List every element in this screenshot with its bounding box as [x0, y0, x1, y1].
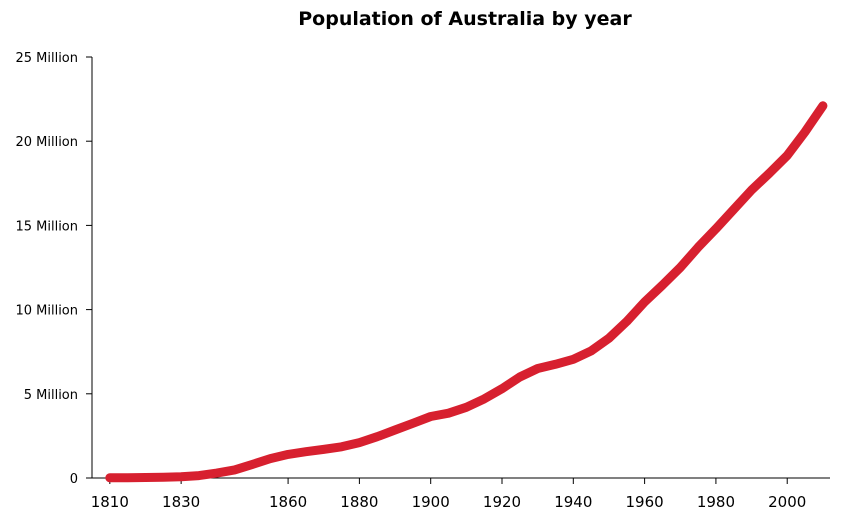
y-tick-label: 20 Million — [15, 135, 78, 150]
y-tick-label: 0 — [70, 472, 78, 487]
data-point — [212, 469, 221, 478]
data-point — [783, 151, 792, 160]
data-point — [123, 473, 132, 482]
data-point — [284, 450, 293, 459]
x-tick-label: 1940 — [554, 493, 592, 511]
data-point — [515, 373, 524, 381]
data-point — [195, 471, 203, 480]
data-point — [658, 281, 667, 290]
x-tick-label: 1980 — [697, 493, 735, 511]
data-point — [159, 473, 168, 482]
data-point — [408, 419, 417, 428]
data-point — [444, 409, 453, 418]
data-point — [533, 364, 542, 373]
data-point — [605, 334, 613, 343]
x-tick-label: 1810 — [91, 493, 129, 511]
data-point — [818, 101, 827, 110]
data-point — [480, 394, 489, 403]
data-point — [747, 186, 756, 194]
data-point — [711, 224, 720, 233]
y-tick-label: 5 Million — [24, 388, 78, 403]
x-tick-label: 1830 — [162, 493, 200, 511]
data-point — [498, 384, 506, 393]
data-point — [729, 205, 738, 214]
y-tick-label: 15 Million — [15, 219, 78, 234]
data-point — [248, 460, 257, 469]
population-series-line — [105, 101, 828, 483]
y-tick-label: 10 Million — [15, 304, 78, 319]
data-point — [462, 403, 471, 412]
x-tick-label: 1960 — [626, 493, 664, 511]
plot-area — [105, 101, 828, 483]
data-point — [141, 473, 150, 482]
data-point — [694, 243, 703, 252]
data-point — [177, 472, 186, 481]
data-point — [301, 447, 310, 456]
data-point — [337, 442, 346, 451]
data-point — [355, 438, 364, 447]
data-point — [587, 346, 596, 355]
chart-title: Population of Australia by year — [298, 8, 632, 30]
data-point — [551, 360, 560, 369]
data-point — [266, 454, 275, 463]
data-point — [230, 465, 239, 474]
axes — [86, 56, 830, 484]
y-tick-label: 25 Million — [15, 51, 78, 66]
data-point — [569, 355, 578, 364]
data-point — [801, 127, 809, 136]
x-tick-label: 1860 — [269, 493, 307, 511]
data-point — [640, 298, 649, 306]
x-tick-label: 1880 — [340, 493, 378, 511]
x-tick-label: 2000 — [768, 493, 806, 511]
data-point — [426, 412, 435, 421]
data-point — [391, 426, 399, 434]
data-point — [622, 317, 631, 326]
data-point — [319, 445, 328, 454]
data-point — [676, 263, 685, 272]
x-tick-label: 1920 — [483, 493, 521, 511]
tick-labels: 0 5 Million 10 Million 15 Million 20 Million… — [15, 51, 806, 511]
x-tick-label: 1900 — [412, 493, 450, 511]
data-point — [105, 473, 114, 482]
data-point — [765, 169, 774, 178]
data-point — [373, 432, 382, 441]
